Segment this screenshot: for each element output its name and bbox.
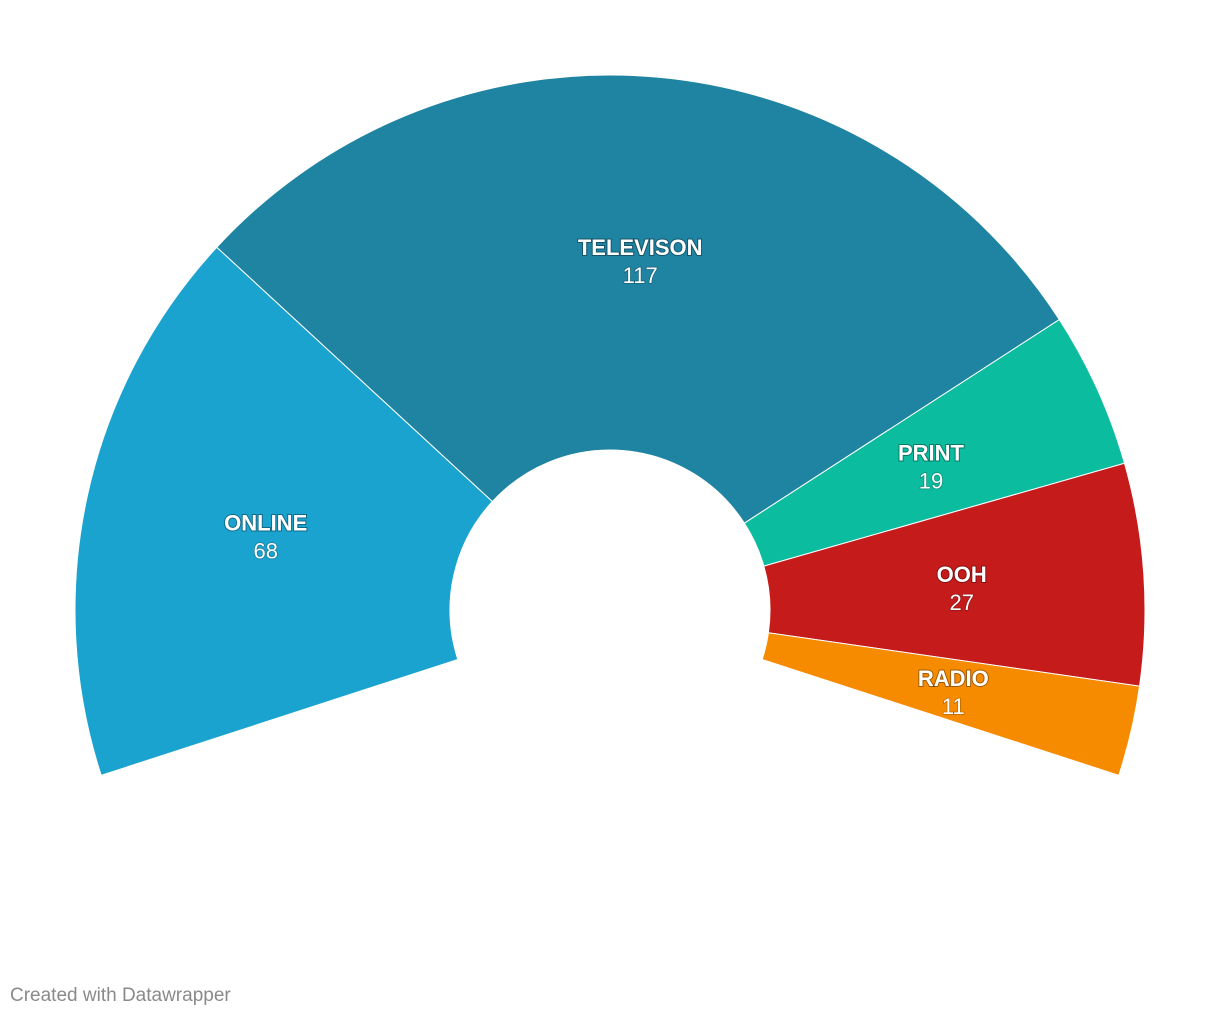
slice-label-online: ONLINE (224, 511, 307, 536)
slice-label-radio: RADIO (918, 666, 989, 691)
slice-value-ooh: 27 (949, 590, 973, 615)
slice-online[interactable] (74, 246, 494, 776)
slice-label-print: PRINT (898, 440, 965, 465)
slice-value-radio: 11 (942, 694, 965, 719)
slice-radio[interactable] (761, 632, 1141, 776)
slice-label-televison: TELEVISON (578, 235, 703, 260)
slice-value-televison: 117 (623, 263, 658, 288)
datawrapper-credit[interactable]: Created with Datawrapper (10, 985, 231, 1006)
chart-labels: ONLINE 68 TELEVISON 117 PRINT 19 OOH 27 RADIO 11 (223, 234, 990, 720)
slice-label-ooh: OOH (937, 562, 987, 587)
slice-televison[interactable] (216, 74, 1061, 524)
slice-value-online: 68 (253, 539, 277, 564)
slice-ooh[interactable] (763, 462, 1146, 687)
slice-value-print: 19 (919, 468, 943, 493)
chart-slices (74, 74, 1146, 776)
